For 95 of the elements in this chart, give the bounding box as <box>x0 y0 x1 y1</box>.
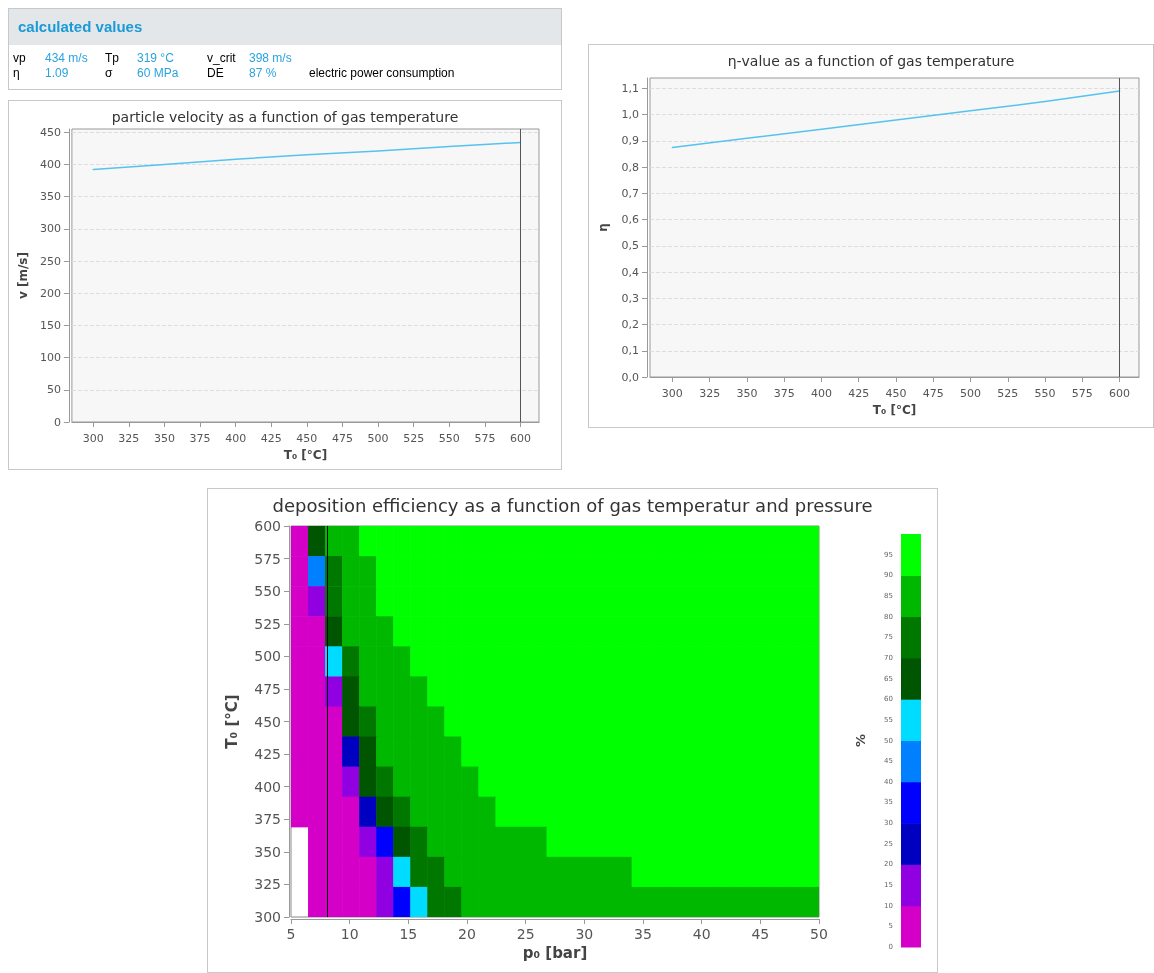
x-tick-label: 350 <box>153 432 175 445</box>
x-tick-label: 400 <box>225 432 247 445</box>
x-tick-label: 300 <box>661 387 683 400</box>
x-tick-label: 325 <box>118 432 140 445</box>
text: η <box>13 66 21 81</box>
line-series <box>671 90 1121 149</box>
y-tick-label: 0 <box>53 415 61 429</box>
x-axis-title: T₀ [°C] <box>283 448 328 462</box>
y-tick-label: 550 <box>254 583 281 600</box>
x-tick-label: 45 <box>751 926 770 942</box>
y-tick-label: 600 <box>254 518 281 534</box>
x-tick-label: 600 <box>1109 387 1131 400</box>
text: 434 m/s <box>45 51 89 66</box>
y-tick-label: 350 <box>39 190 61 204</box>
y-tick-label: 450 <box>39 125 61 139</box>
y-axis-title: η <box>596 223 610 232</box>
y-tick-label: 0,1 <box>621 344 639 358</box>
y-tick-label: 150 <box>39 318 61 332</box>
y-tick-label: 400 <box>39 157 61 171</box>
x-tick-label: 375 <box>189 432 211 445</box>
y-tick-label: 1,0 <box>621 108 639 122</box>
text: 60 MPa <box>137 66 180 81</box>
x-tick-label: 375 <box>773 387 795 400</box>
y-tick-label: 575 <box>254 550 281 567</box>
x-tick-label: 400 <box>810 387 832 400</box>
x-tick-label: 30 <box>575 926 594 942</box>
y-tick-label: 0,5 <box>621 239 639 253</box>
chart-title: η-value as a function of gas temperature <box>727 53 1015 69</box>
y-tick-label: 1,1 <box>621 81 639 95</box>
y-tick-label: 100 <box>39 351 61 365</box>
x-axis-title: p₀ [bar] <box>522 944 588 963</box>
x-tick-label: 450 <box>296 432 318 445</box>
x-tick-label: 40 <box>692 926 711 942</box>
x-tick-label: 25 <box>516 926 535 942</box>
y-tick-label: 0,9 <box>621 134 639 148</box>
x-tick-label: 550 <box>1034 387 1056 400</box>
text: σ <box>105 66 114 81</box>
x-tick-label: 350 <box>736 387 758 400</box>
x-tick-label: 500 <box>960 387 982 400</box>
x-tick-label: 20 <box>458 926 476 942</box>
color-bar-title: % <box>853 733 868 748</box>
y-tick-label: 425 <box>254 746 281 763</box>
x-tick-label: 525 <box>997 387 1019 400</box>
line-series <box>92 141 522 171</box>
chart-title: deposition efficiency as a function of gas temperatur and pressure <box>272 494 873 516</box>
x-tick-label: 475 <box>331 432 353 445</box>
y-tick-label: 300 <box>254 909 281 925</box>
x-axis-title: T₀ [°C] <box>872 403 917 417</box>
y-axis-title: v [m/s] <box>16 252 30 299</box>
x-tick-label: 425 <box>848 387 870 400</box>
text: electric power consumption <box>309 66 456 81</box>
x-tick-label: 575 <box>474 432 496 445</box>
y-tick-label: 0,6 <box>621 213 639 227</box>
text: calculated values <box>9 9 561 45</box>
y-tick-label: 0,3 <box>621 291 639 305</box>
y-tick-label: 200 <box>39 286 61 300</box>
y-tick-label: 500 <box>254 648 281 665</box>
y-tick-label: 400 <box>254 778 281 795</box>
text: 87 % <box>249 66 278 81</box>
x-tick-label: 35 <box>634 926 652 942</box>
y-tick-label: 450 <box>254 713 281 730</box>
x-tick-label: 5 <box>286 926 296 942</box>
x-tick-label: 550 <box>438 432 460 445</box>
y-tick-label: 0,2 <box>621 318 639 332</box>
y-tick-label: 375 <box>254 811 281 828</box>
x-tick-label: 500 <box>367 432 389 445</box>
y-tick-label: 525 <box>254 615 281 632</box>
y-tick-label: 325 <box>254 876 281 893</box>
x-tick-label: 15 <box>399 926 418 942</box>
y-tick-label: 0,7 <box>621 186 639 200</box>
y-tick-label: 250 <box>39 254 61 268</box>
y-tick-label: 350 <box>254 843 281 860</box>
x-tick-label: 600 <box>509 432 531 445</box>
text: 1.09 <box>45 66 70 81</box>
x-tick-label: 475 <box>922 387 944 400</box>
x-tick-label: 325 <box>699 387 721 400</box>
text: Tp <box>105 51 120 66</box>
y-tick-label: 475 <box>254 680 281 697</box>
y-axis-title: T₀ [°C] <box>222 694 241 749</box>
y-tick-label: 0,0 <box>621 370 639 384</box>
x-tick-label: 525 <box>403 432 425 445</box>
text: DE <box>207 66 225 81</box>
x-tick-label: 450 <box>885 387 907 400</box>
x-tick-label: 10 <box>340 926 359 942</box>
chart-title: particle velocity as a function of gas temperature <box>111 109 459 125</box>
text: vp <box>13 51 27 66</box>
text: 398 m/s <box>249 51 293 66</box>
x-tick-label: 300 <box>82 432 104 445</box>
y-tick-label: 0,8 <box>621 160 639 174</box>
text: v_crit <box>207 51 237 66</box>
x-tick-label: 50 <box>810 926 828 942</box>
y-tick-label: 300 <box>39 222 61 236</box>
x-tick-label: 575 <box>1071 387 1093 400</box>
y-tick-label: 0,4 <box>621 265 639 279</box>
text: 319 °C <box>137 51 175 66</box>
